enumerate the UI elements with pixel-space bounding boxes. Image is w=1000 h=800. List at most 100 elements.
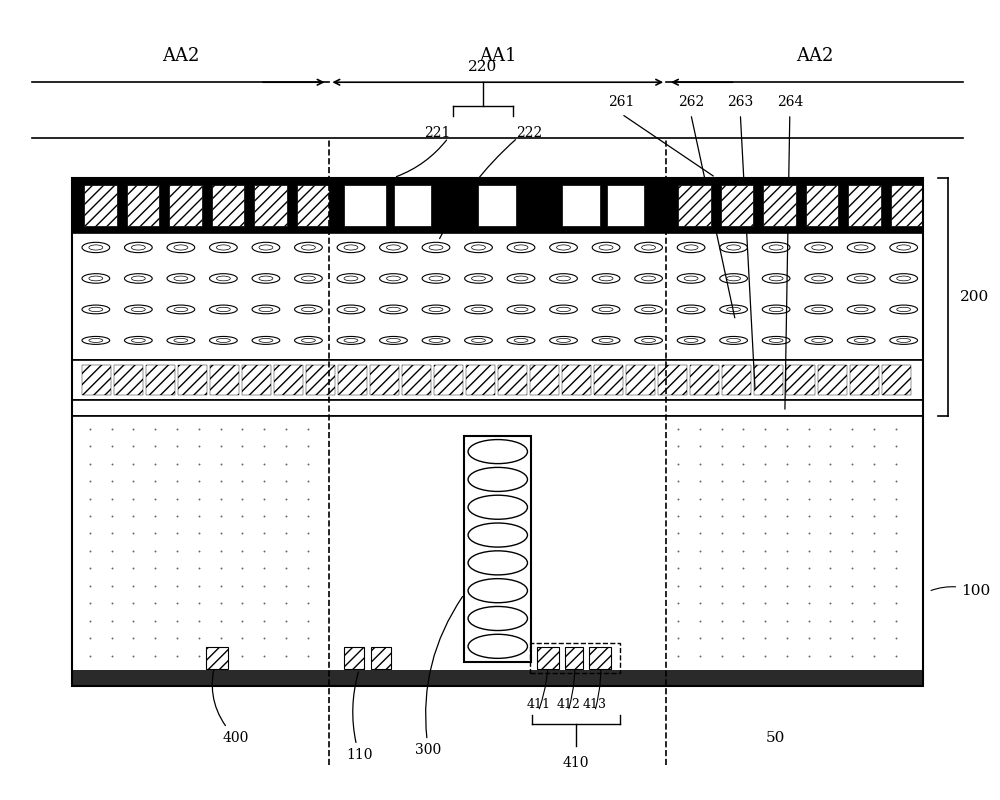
Ellipse shape	[727, 338, 741, 342]
Ellipse shape	[216, 276, 230, 281]
Bar	[882, 366, 911, 395]
Ellipse shape	[387, 276, 400, 281]
Bar	[594, 366, 623, 395]
Ellipse shape	[131, 245, 145, 250]
Ellipse shape	[769, 276, 783, 281]
Bar	[478, 185, 516, 226]
Ellipse shape	[429, 245, 443, 250]
Bar	[589, 647, 611, 670]
Ellipse shape	[167, 337, 195, 344]
Text: 261: 261	[608, 95, 635, 109]
Bar	[344, 185, 386, 226]
Ellipse shape	[82, 337, 110, 344]
Ellipse shape	[507, 305, 535, 314]
Ellipse shape	[847, 274, 875, 283]
Ellipse shape	[210, 242, 237, 253]
Ellipse shape	[592, 305, 620, 314]
Bar	[464, 436, 531, 662]
Bar	[498, 366, 527, 395]
Ellipse shape	[677, 242, 705, 253]
Ellipse shape	[252, 242, 280, 253]
Ellipse shape	[167, 242, 195, 253]
Ellipse shape	[684, 338, 698, 342]
Bar	[72, 416, 923, 686]
Ellipse shape	[635, 305, 662, 314]
Bar	[146, 366, 175, 395]
Ellipse shape	[642, 245, 655, 250]
Ellipse shape	[252, 337, 280, 344]
Ellipse shape	[301, 338, 315, 342]
Ellipse shape	[514, 307, 528, 312]
Bar	[254, 185, 287, 226]
Ellipse shape	[854, 245, 868, 250]
Ellipse shape	[131, 307, 145, 312]
Ellipse shape	[684, 307, 698, 312]
Ellipse shape	[210, 337, 237, 344]
Ellipse shape	[507, 274, 535, 283]
Bar	[754, 366, 783, 395]
Ellipse shape	[429, 338, 443, 342]
Ellipse shape	[468, 551, 527, 575]
Bar	[848, 185, 881, 226]
Text: 200: 200	[960, 290, 989, 304]
Bar	[721, 185, 753, 226]
Ellipse shape	[344, 276, 358, 281]
Ellipse shape	[897, 245, 911, 250]
Ellipse shape	[897, 307, 911, 312]
Ellipse shape	[422, 242, 450, 253]
Ellipse shape	[550, 337, 577, 344]
Text: 220: 220	[468, 60, 498, 74]
Ellipse shape	[805, 305, 832, 314]
Ellipse shape	[216, 245, 230, 250]
Ellipse shape	[592, 274, 620, 283]
Ellipse shape	[301, 245, 315, 250]
Ellipse shape	[259, 245, 273, 250]
Bar	[438, 185, 473, 226]
Text: 262: 262	[678, 95, 704, 109]
Ellipse shape	[847, 337, 875, 344]
Text: 222: 222	[516, 126, 542, 140]
Bar	[607, 185, 644, 226]
Ellipse shape	[635, 337, 662, 344]
Bar	[370, 366, 399, 395]
Ellipse shape	[557, 245, 570, 250]
Ellipse shape	[468, 439, 527, 464]
Ellipse shape	[812, 245, 826, 250]
Ellipse shape	[720, 274, 747, 283]
Ellipse shape	[812, 276, 826, 281]
Bar	[690, 366, 719, 395]
Ellipse shape	[599, 338, 613, 342]
Text: 413: 413	[583, 698, 607, 711]
Ellipse shape	[642, 276, 655, 281]
Ellipse shape	[174, 276, 188, 281]
Ellipse shape	[468, 523, 527, 547]
Ellipse shape	[762, 337, 790, 344]
Bar	[72, 360, 923, 400]
Ellipse shape	[642, 338, 655, 342]
Ellipse shape	[557, 307, 570, 312]
Ellipse shape	[677, 305, 705, 314]
Bar	[212, 185, 244, 226]
Bar	[72, 178, 923, 686]
Ellipse shape	[465, 305, 492, 314]
Bar	[402, 366, 431, 395]
Text: AA2: AA2	[796, 46, 833, 65]
Ellipse shape	[210, 305, 237, 314]
Ellipse shape	[890, 242, 918, 253]
Bar	[72, 400, 923, 416]
Ellipse shape	[167, 274, 195, 283]
Ellipse shape	[89, 276, 103, 281]
Ellipse shape	[124, 242, 152, 253]
Bar	[850, 366, 879, 395]
Ellipse shape	[812, 338, 826, 342]
Ellipse shape	[805, 274, 832, 283]
Text: 410: 410	[563, 756, 589, 770]
Ellipse shape	[727, 245, 741, 250]
Ellipse shape	[422, 274, 450, 283]
Ellipse shape	[344, 245, 358, 250]
Ellipse shape	[465, 242, 492, 253]
Ellipse shape	[592, 337, 620, 344]
Bar	[394, 185, 431, 226]
Bar	[84, 185, 117, 226]
Bar	[274, 366, 303, 395]
